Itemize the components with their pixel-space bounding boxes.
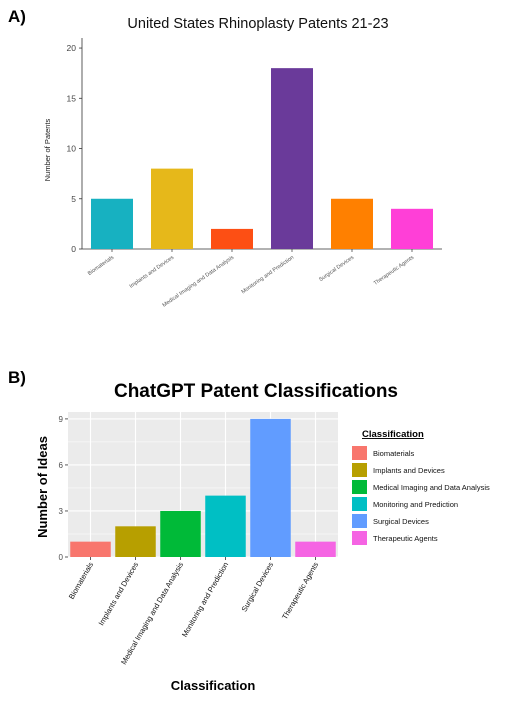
panel-a-x-ticks: Biomaterials Implants and DevicesMedical …: [87, 249, 415, 309]
panel-a-x-tick-label: Biomaterials: [87, 255, 115, 277]
panel-a-y-tick-label: 15: [67, 93, 77, 103]
panel-a-bar: [91, 198, 133, 249]
legend-label: Surgical Devices: [373, 517, 429, 526]
panel-a-x-tick-label: Implants and Devices: [129, 255, 176, 290]
legend-label: Biomaterials: [373, 449, 415, 458]
panel-b-x-tick-label: Biomaterials: [67, 560, 96, 600]
panel-a-y-tick-label: 0: [71, 244, 76, 254]
panel-b-legend: Classification Biomaterials Implants and …: [352, 429, 490, 545]
panel-a-y-tick-label: 5: [71, 194, 76, 204]
panel-b-x-axis-label: Classification: [171, 678, 256, 693]
panel-a-x-tick-label: Medical Imaging and Data Analysis: [162, 255, 236, 309]
legend-swatch: [352, 480, 367, 494]
panel-b-x-tick-label: Monitoring and Prediction: [180, 561, 230, 639]
panel-b-bar: [160, 510, 201, 557]
panel-a: A) United States Rhinoplasty Patents 21-…: [8, 7, 442, 309]
panel-b-letter: B): [8, 368, 26, 387]
panel-b-y-tick-label: 3: [59, 507, 64, 516]
panel-a-bar: [331, 198, 373, 249]
legend-label: Medical Imaging and Data Analysis: [373, 483, 490, 492]
panel-a-x-tick-label: Surgical Devices: [318, 255, 355, 284]
panel-a-bar: [271, 68, 313, 250]
panel-b-bar: [250, 418, 291, 557]
panel-b-title: ChatGPT Patent Classifications: [114, 381, 398, 402]
panel-b: B) ChatGPT Patent Classifications 0 3 6 9 B…: [8, 368, 490, 693]
legend-swatch: [352, 497, 367, 511]
panel-a-x-tick-label: Therapeutic Agents: [373, 255, 415, 287]
panel-b-bar: [115, 526, 156, 557]
panel-a-letter: A): [8, 7, 26, 26]
panel-a-bar: [211, 228, 253, 249]
legend-label: Monitoring and Prediction: [373, 500, 458, 509]
panel-b-bar: [295, 541, 336, 557]
panel-b-plot-background: [68, 412, 338, 557]
panel-a-x-tick-label: Monitoring and Prediction: [241, 255, 296, 296]
panel-a-y-axis-label: Number of Patents: [43, 118, 52, 181]
panel-b-bars: [70, 418, 336, 557]
panel-b-y-tick-label: 0: [59, 553, 64, 562]
panel-b-x-ticks: Biomaterials Implants and DevicesMedical …: [67, 557, 320, 666]
legend-swatch: [352, 531, 367, 545]
panel-b-x-tick-label: Surgical Devices: [240, 560, 276, 613]
panel-b-y-axis-label: Number of Ideas: [35, 436, 50, 538]
panel-b-y-tick-label: 9: [59, 415, 64, 424]
panel-a-y-ticks: 0 5 10 15 20: [67, 43, 82, 254]
legend-swatch: [352, 514, 367, 528]
panel-b-bar: [205, 495, 246, 557]
panel-a-y-tick-label: 20: [67, 43, 77, 53]
panel-b-x-tick-label: Therapeutic Agents: [280, 560, 320, 621]
panel-a-title: United States Rhinoplasty Patents 21-23: [127, 16, 388, 32]
panel-b-x-tick-label: Implants and Devices: [97, 560, 141, 627]
panel-a-bar: [151, 168, 193, 249]
legend-swatch: [352, 446, 367, 460]
legend-swatch: [352, 463, 367, 477]
panel-b-y-ticks: 0 3 6 9: [59, 415, 68, 562]
panel-b-bar: [70, 541, 111, 557]
panel-b-y-tick-label: 6: [59, 461, 64, 470]
legend-label: Therapeutic Agents: [373, 534, 438, 543]
panel-a-bar: [391, 208, 433, 249]
panel-a-bars: [91, 68, 433, 250]
panel-a-axes: [81, 38, 442, 250]
legend-title: Classification: [362, 429, 424, 440]
legend-label: Implants and Devices: [373, 466, 445, 475]
panel-a-y-tick-label: 10: [67, 144, 77, 154]
